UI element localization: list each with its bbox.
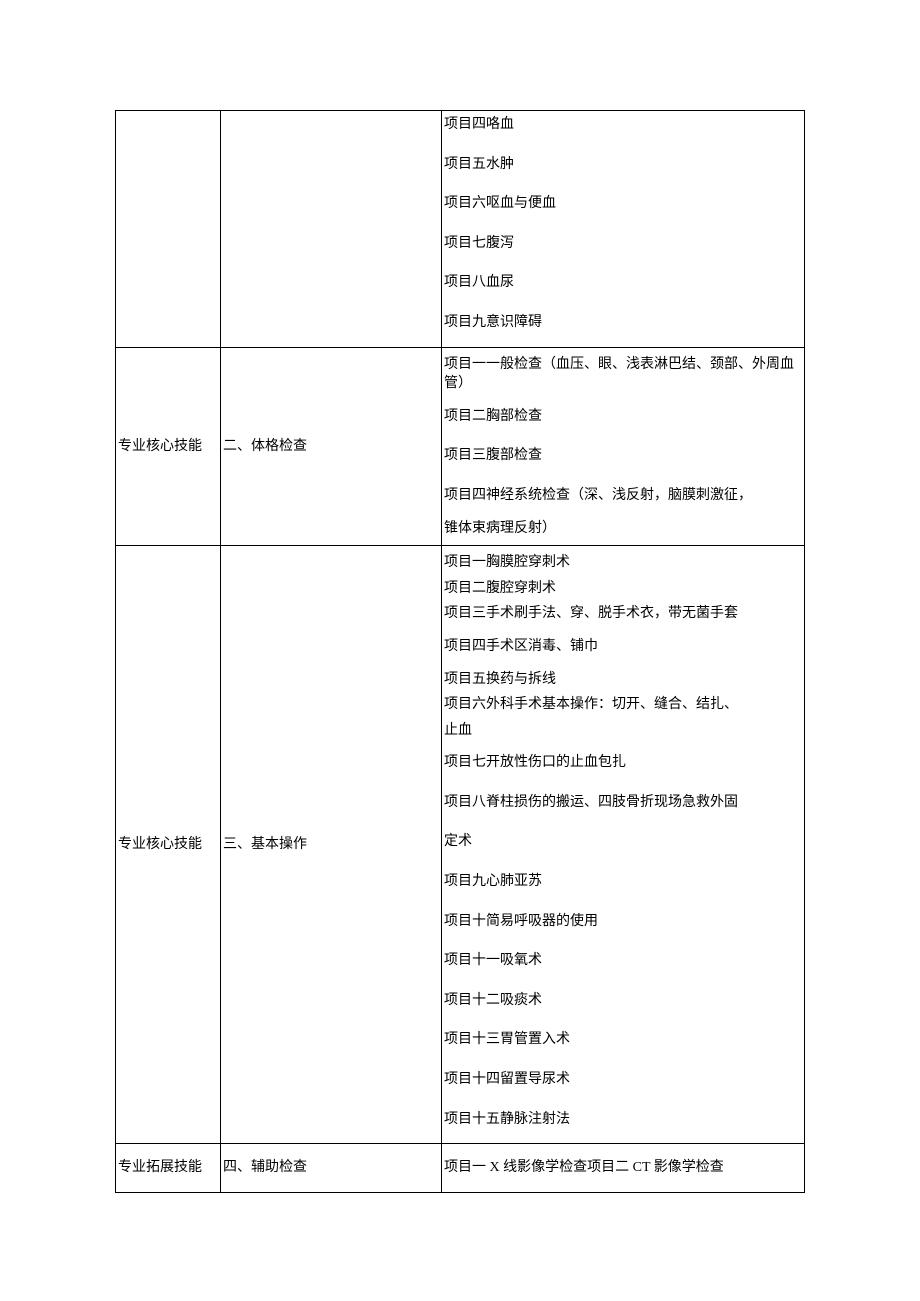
section-cell (221, 111, 442, 348)
item-line: 止血 (444, 718, 802, 744)
item-line: 项目三手术刷手法、穿、脱手术衣，带无菌手套 (444, 601, 802, 627)
category-cell: 专业核心技能 (116, 347, 221, 546)
item-line: 项目一胸膜腔穿刺术 (444, 550, 802, 576)
items-cell: 项目四咯血项目五水肿项目六呕血与便血项目七腹泻项目八血尿项目九意识障碍 (442, 111, 805, 348)
table-row: 项目四咯血项目五水肿项目六呕血与便血项目七腹泻项目八血尿项目九意识障碍 (116, 111, 805, 348)
section-cell: 二、体格检查 (221, 347, 442, 546)
category-cell (116, 111, 221, 348)
item-line: 项目十三胃管置入术 (444, 1020, 802, 1060)
item-line: 项目十二吸痰术 (444, 981, 802, 1021)
course-skills-table: 项目四咯血项目五水肿项目六呕血与便血项目七腹泻项目八血尿项目九意识障碍专业核心技… (115, 110, 805, 1193)
item-line: 项目七腹泻 (444, 224, 802, 264)
item-line: 项目六呕血与便血 (444, 184, 802, 224)
item-line: 项目六外科手术基本操作：切开、缝合、结扎、 (444, 692, 802, 718)
item-line: 项目七开放性伤口的止血包扎 (444, 743, 802, 783)
item-line: 项目一一般检查（血压、眼、浅表淋巴结、颈部、外周血管） (444, 352, 802, 397)
table-row: 专业拓展技能四、辅助检查项目一 X 线影像学检查项目二 CT 影像学检查 (116, 1144, 805, 1193)
item-line: 项目三腹部检查 (444, 436, 802, 476)
document-page: 项目四咯血项目五水肿项目六呕血与便血项目七腹泻项目八血尿项目九意识障碍专业核心技… (0, 0, 920, 1253)
item-line: 项目四神经系统检查（深、浅反射，脑膜刺激征， (444, 476, 802, 516)
item-line: 项目五换药与拆线 (444, 667, 802, 693)
item-line: 项目五水肿 (444, 145, 802, 185)
item-line: 项目十简易呼吸器的使用 (444, 902, 802, 942)
items-cell: 项目一胸膜腔穿刺术项目二腹腔穿刺术项目三手术刷手法、穿、脱手术衣，带无菌手套项目… (442, 546, 805, 1144)
item-line: 锥体束病理反射） (444, 516, 802, 542)
item-line: 项目四手术区消毒、铺巾 (444, 627, 802, 667)
table-row: 专业核心技能三、基本操作项目一胸膜腔穿刺术项目二腹腔穿刺术项目三手术刷手法、穿、… (116, 546, 805, 1144)
item-line: 项目八脊柱损伤的搬运、四肢骨折现场急救外固 (444, 783, 802, 823)
item-line: 定术 (444, 822, 802, 862)
item-line: 项目一 X 线影像学检查项目二 CT 影像学检查 (444, 1148, 802, 1188)
item-line: 项目二腹腔穿刺术 (444, 576, 802, 602)
item-line: 项目八血尿 (444, 263, 802, 303)
section-cell: 三、基本操作 (221, 546, 442, 1144)
item-line: 项目四咯血 (444, 115, 802, 145)
category-cell: 专业核心技能 (116, 546, 221, 1144)
item-line: 项目二胸部检查 (444, 397, 802, 437)
item-line: 项目十一吸氧术 (444, 941, 802, 981)
items-cell: 项目一一般检查（血压、眼、浅表淋巴结、颈部、外周血管）项目二胸部检查项目三腹部检… (442, 347, 805, 546)
item-line: 项目九心肺亚苏 (444, 862, 802, 902)
section-cell: 四、辅助检查 (221, 1144, 442, 1193)
category-cell: 专业拓展技能 (116, 1144, 221, 1193)
items-cell: 项目一 X 线影像学检查项目二 CT 影像学检查 (442, 1144, 805, 1193)
item-line: 项目十五静脉注射法 (444, 1100, 802, 1140)
table-row: 专业核心技能二、体格检查项目一一般检查（血压、眼、浅表淋巴结、颈部、外周血管）项… (116, 347, 805, 546)
item-line: 项目九意识障碍 (444, 303, 802, 343)
item-line: 项目十四留置导尿术 (444, 1060, 802, 1100)
